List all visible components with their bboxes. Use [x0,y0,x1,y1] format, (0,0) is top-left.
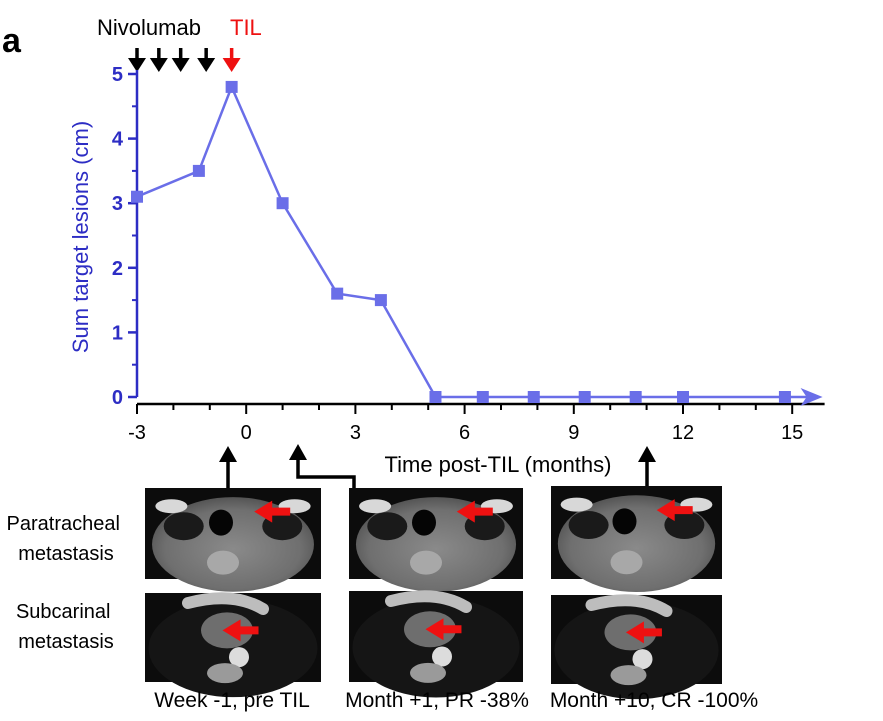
series-point [225,80,238,93]
series-points [131,80,823,406]
lesion-arrow [254,500,291,523]
til-infusion-arrow [222,48,241,72]
series-point [276,197,289,210]
ct-scan-image [145,488,321,592]
nivolumab-dose-arrow [197,48,216,72]
connector-arrowhead [638,446,656,462]
series-point [629,391,642,403]
ct-scan-image [349,488,523,592]
y-tick-label: 3 [112,193,123,215]
y-tick-label: 1 [112,322,123,344]
x-tick-label: 3 [350,422,361,444]
series-point [578,391,591,403]
lesion-arrow [625,621,662,644]
panel-letter: a [2,22,22,60]
lesion-arrow [425,618,462,641]
row-label-subcarinal: Subcarinal metastasis [16,601,116,653]
y-tick-label: 2 [112,258,123,280]
series-end-arrow [800,388,823,406]
caption-month-plus-10: Month +10, CR -100% [550,689,758,712]
ct-scan-panels [145,486,722,700]
connector-arrowhead [289,444,307,460]
series-point [429,391,442,403]
x-tick-label: 0 [241,422,252,444]
x-tick-label: 12 [672,422,694,444]
lesion-arrow [222,619,259,642]
caption-week-minus-1: Week -1, pre TIL [154,689,310,712]
y-tick-label: 5 [112,64,123,86]
row-label-paratracheal: Paratracheal metastasis [7,513,126,565]
caption-month-plus-1: Month +1, PR -38% [345,689,529,712]
series-point [192,164,205,177]
series-point [476,391,489,403]
series-point [374,294,387,307]
nivolumab-label: Nivolumab [97,15,201,40]
series-point [331,287,344,300]
ct-scan-image [551,594,722,700]
y-tick-label: 0 [112,387,123,409]
connector-month-plus-1 [296,458,356,492]
y-tick-label: 4 [112,129,124,151]
lesion-arrow [656,499,693,522]
y-axis-label: Sum target lesions (cm) [68,121,93,353]
series-point [778,391,791,403]
series-point [677,391,689,403]
x-tick-label: -3 [128,422,146,444]
connector-arrowhead [219,446,237,462]
x-axis-label: Time post-TIL (months) [385,452,612,477]
time-connectors [219,444,656,492]
nivolumab-dose-arrow [149,48,168,72]
ct-scan-image [551,486,722,593]
lesion-arrow [456,500,493,523]
x-axis: -3 0 3 6 9 12 15 [128,402,825,444]
x-tick-label: 9 [568,422,579,444]
series-point [131,190,143,203]
series-point [527,391,540,403]
ct-scan-image [349,590,523,698]
nivolumab-dose-arrow [128,48,146,72]
series-line [136,83,819,399]
til-label: TIL [230,15,262,40]
x-tick-label: 6 [459,422,470,444]
y-axis: 0 1 2 3 4 5 [112,64,139,409]
nivolumab-dose-arrows [128,48,216,72]
ct-scan-image [145,592,321,698]
nivolumab-dose-arrow [171,48,190,72]
x-tick-label: 15 [781,422,803,444]
til-arrow [222,48,241,72]
